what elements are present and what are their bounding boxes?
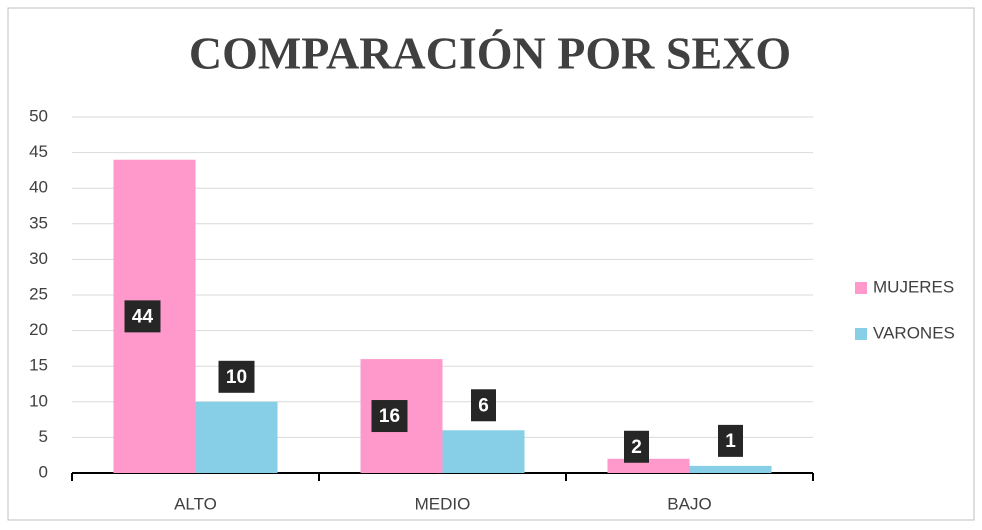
y-tick-label: 5 [39,427,48,446]
data-label-box [218,360,255,393]
y-tick-label: 30 [29,249,48,268]
data-label: 10 [226,367,247,388]
y-tick-label: 35 [29,213,48,232]
data-label: 44 [132,306,154,327]
bar [195,401,278,473]
data-label-box [718,424,743,457]
bar [689,465,772,473]
y-tick-label: 10 [29,391,48,410]
legend-label: MUJERES [873,277,954,296]
y-tick-label: 15 [29,356,48,375]
data-label: 16 [379,406,400,427]
data-label-box [471,389,496,422]
y-tick-label: 40 [29,178,48,197]
data-label-box [124,300,161,333]
y-tick-label: 50 [29,106,48,125]
legend-label: VARONES [873,323,955,342]
y-tick-label: 25 [29,284,48,303]
x-tick-label: ALTO [174,494,217,513]
data-label: 2 [631,437,642,458]
y-tick-label: 20 [29,320,48,339]
x-tick-label: BAJO [667,494,711,513]
y-tick-label: 0 [39,462,48,481]
data-label-box [624,430,649,463]
chart-title: COMPARACIÓN POR SEXO [189,28,791,79]
data-label: 1 [725,431,736,452]
legend-swatch [855,282,867,294]
legend-swatch [855,328,867,340]
data-label: 6 [478,395,489,416]
bar [442,430,525,473]
data-label-box [371,400,408,433]
x-tick-label: MEDIO [415,494,471,513]
y-tick-label: 45 [29,142,48,161]
